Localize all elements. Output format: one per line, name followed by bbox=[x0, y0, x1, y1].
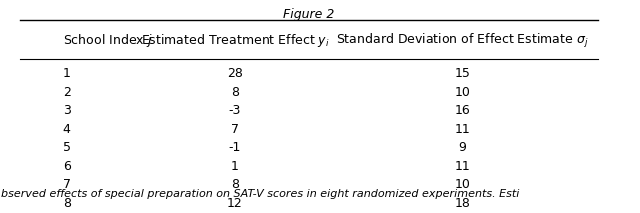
Text: 2: 2 bbox=[63, 86, 71, 99]
Text: 1: 1 bbox=[231, 160, 239, 173]
Text: 28: 28 bbox=[227, 67, 243, 80]
Text: 10: 10 bbox=[454, 178, 470, 191]
Text: -3: -3 bbox=[229, 104, 241, 117]
Text: 16: 16 bbox=[454, 104, 470, 117]
Text: 15: 15 bbox=[454, 67, 470, 80]
Text: -1: -1 bbox=[229, 141, 241, 154]
Text: 8: 8 bbox=[231, 86, 239, 99]
Text: Standard Deviation of Effect Estimate $\sigma_j$: Standard Deviation of Effect Estimate $\… bbox=[336, 32, 589, 50]
Text: 18: 18 bbox=[454, 197, 470, 210]
Text: 8: 8 bbox=[231, 178, 239, 191]
Text: 3: 3 bbox=[63, 104, 71, 117]
Text: 10: 10 bbox=[454, 86, 470, 99]
Text: 11: 11 bbox=[454, 123, 470, 136]
Text: 7: 7 bbox=[231, 123, 239, 136]
Text: 9: 9 bbox=[459, 141, 467, 154]
Text: 1: 1 bbox=[63, 67, 71, 80]
Text: 5: 5 bbox=[63, 141, 71, 154]
Text: 12: 12 bbox=[227, 197, 243, 210]
Text: 11: 11 bbox=[454, 160, 470, 173]
Text: 7: 7 bbox=[63, 178, 71, 191]
Text: Estimated Treatment Effect $y_i$: Estimated Treatment Effect $y_i$ bbox=[141, 32, 330, 49]
Text: School Index $j$: School Index $j$ bbox=[63, 32, 152, 49]
Text: 6: 6 bbox=[63, 160, 71, 173]
Text: 4: 4 bbox=[63, 123, 71, 136]
Text: bserved effects of special preparation on SAT-V scores in eight randomized exper: bserved effects of special preparation o… bbox=[1, 189, 520, 199]
Text: Figure 2: Figure 2 bbox=[283, 7, 335, 20]
Text: 8: 8 bbox=[63, 197, 71, 210]
